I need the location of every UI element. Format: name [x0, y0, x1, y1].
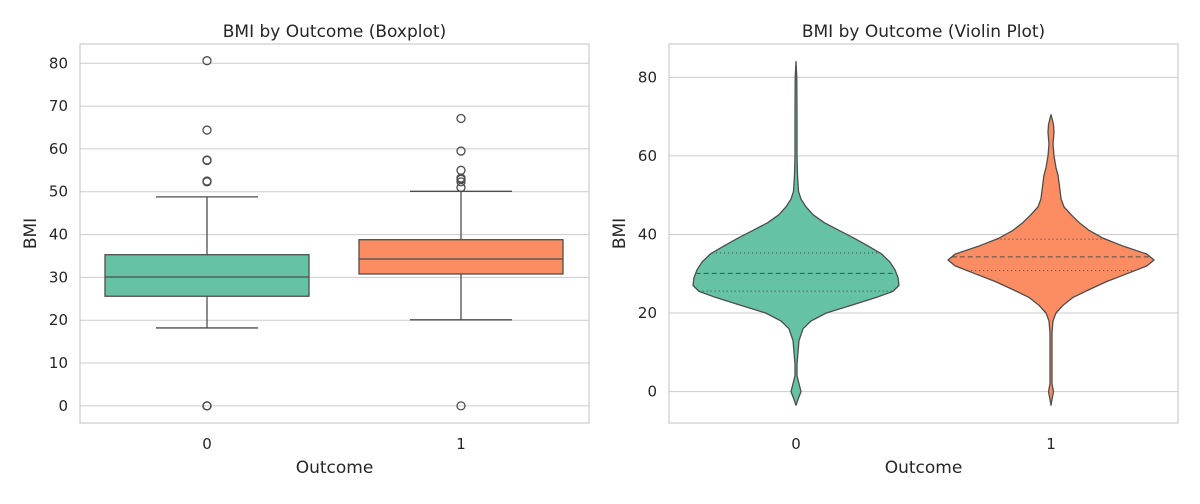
- chart-title: BMI by Outcome (Boxplot): [223, 22, 446, 42]
- plot-frame: [668, 43, 1179, 424]
- outlier-point: [202, 176, 212, 186]
- y-tick-label: 20: [49, 311, 68, 329]
- y-axis-label: BMI: [21, 218, 41, 249]
- box-iqr: [358, 239, 564, 275]
- y-tick-label: 0: [647, 383, 657, 401]
- outlier-point: [456, 165, 466, 175]
- y-tick-label: 80: [49, 54, 68, 72]
- y-tick-label: 40: [638, 225, 657, 243]
- y-tick-label: 50: [49, 183, 68, 201]
- x-axis-label: Outcome: [296, 458, 374, 478]
- y-tick-label: 80: [638, 68, 657, 86]
- y-tick-label: 0: [58, 397, 68, 415]
- y-tick-label: 60: [638, 147, 657, 165]
- outlier-point: [456, 401, 466, 411]
- violin-body: [947, 114, 1155, 406]
- y-tick-label: 30: [49, 268, 68, 286]
- y-tick-label: 10: [49, 354, 68, 372]
- outlier-point: [456, 146, 466, 156]
- chart-title: BMI by Outcome (Violin Plot): [802, 22, 1045, 42]
- box-iqr: [104, 254, 310, 297]
- outlier-point: [456, 177, 466, 187]
- x-axis-label: Outcome: [885, 458, 963, 478]
- y-tick-label: 60: [49, 140, 68, 158]
- x-tick-label: 0: [202, 435, 212, 453]
- outlier-point: [202, 56, 212, 66]
- x-tick-label: 1: [1046, 435, 1056, 453]
- outlier-point: [202, 155, 212, 165]
- outlier-point: [202, 125, 212, 135]
- plot-frame: [79, 43, 590, 424]
- x-tick-label: 1: [456, 435, 466, 453]
- outlier-point: [456, 113, 466, 124]
- outlier-point: [202, 401, 212, 411]
- y-tick-label: 20: [638, 304, 657, 322]
- boxplot-panel: 0 10 20 30 40 50 60 70 80 0 1 BMI by Outcome (Boxpl…: [21, 22, 590, 478]
- violin-body: [692, 61, 900, 406]
- violin-panel: 0 20 40 60 80 0 1 BMI by Outcome (Violin Plot) O…: [610, 22, 1179, 478]
- y-tick-label: 40: [49, 226, 68, 244]
- y-axis-label: BMI: [610, 218, 630, 249]
- x-tick-label: 0: [791, 435, 801, 453]
- y-tick-label: 70: [49, 97, 68, 115]
